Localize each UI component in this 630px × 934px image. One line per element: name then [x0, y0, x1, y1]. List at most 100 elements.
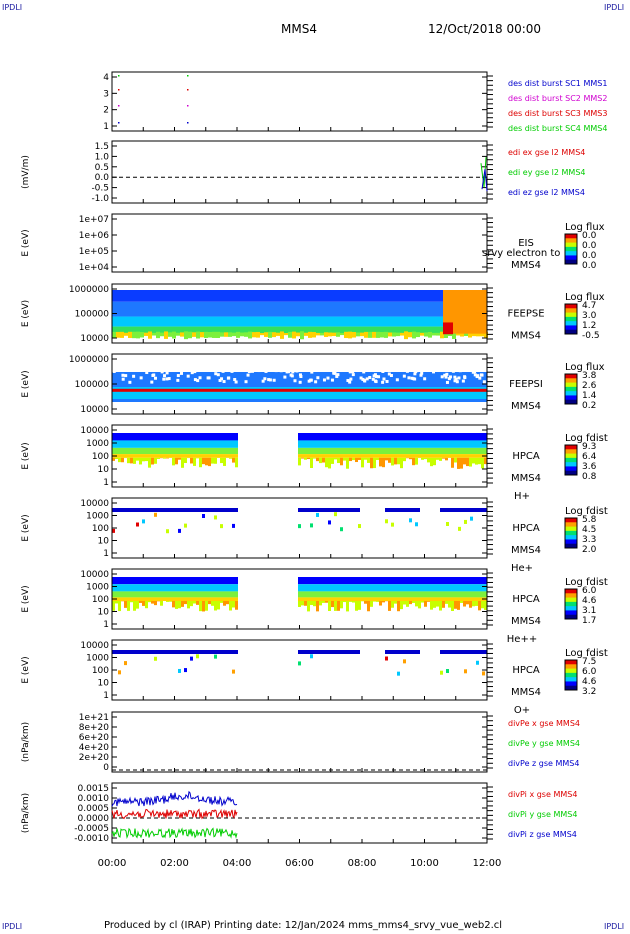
hpca-he-dot [220, 524, 223, 529]
hpca-hepp-noise [391, 601, 394, 608]
feeps-i-gap [121, 377, 125, 381]
hpca-hepp-noise [124, 601, 127, 608]
y-axis-label: E (eV) [21, 442, 31, 469]
legend-label: divPi y gse MMS4 [508, 810, 577, 819]
feeps-i-red-line [112, 388, 487, 392]
feeps-i-gap [482, 380, 486, 384]
hpca-hepp-noise [322, 601, 325, 603]
instrument-spacecraft: MMS4 [511, 616, 541, 627]
y-tick-label: 10000 [80, 334, 109, 344]
feeps-i-gap [229, 368, 233, 372]
feeps-i-gap [361, 377, 365, 381]
feeps-e-noise [396, 332, 400, 337]
feeps-e-noise [400, 332, 404, 336]
feeps-i-gap [445, 380, 449, 384]
feeps-i-gap [233, 378, 237, 382]
hpca-hepp-noise [379, 601, 382, 606]
hpca-he-band-blue [440, 508, 487, 512]
hpca-h-noise [361, 457, 364, 468]
feeps-i-gap [453, 379, 457, 383]
feeps-i-gap [336, 365, 340, 369]
legend-label: divPe y gse MMS4 [508, 739, 580, 748]
feeps-i-gap [471, 370, 475, 374]
hpca-hepp-noise [304, 601, 307, 606]
hpca-h-noise [235, 457, 238, 468]
hpca-h-noise [154, 457, 157, 464]
y-tick-label: 0.0005 [78, 804, 110, 814]
feeps-i-gap [283, 375, 287, 379]
feeps-i-gap [268, 378, 272, 382]
hpca-hepp-noise [466, 601, 469, 605]
feeps-i-gap [168, 361, 172, 365]
feeps-i-gap [356, 365, 360, 369]
feeps-i-gap [336, 360, 340, 364]
feeps-e-noise [240, 332, 244, 337]
feeps-i-gap [420, 371, 424, 375]
feeps-i-gap [298, 373, 302, 377]
feeps-i-gap [274, 369, 278, 373]
hpca-h-noise [415, 457, 418, 465]
colorbar-segment [565, 672, 577, 678]
instrument-label: FEEPSE [507, 308, 544, 319]
feeps-e-noise [364, 331, 368, 338]
hpca-hepp-noise [142, 601, 145, 606]
hpca-hepp-noise [400, 601, 403, 610]
y-tick-label: 1000000 [69, 285, 109, 295]
y-axis-label: E (eV) [21, 514, 31, 541]
feeps-i-gap [448, 364, 452, 368]
y-tick-label: 2e+20 [79, 753, 110, 763]
hpca-he-dot [464, 519, 467, 524]
colorbar-segment [565, 234, 577, 239]
hpca-he-dot [334, 512, 337, 517]
hpca-hepp-noise [235, 601, 238, 610]
y-tick-label: 1 [103, 478, 109, 488]
feeps-e-noise [416, 332, 420, 338]
edi-ez-trace [481, 169, 488, 192]
hpca-h-noise [457, 457, 460, 469]
hpca-h-noise [394, 457, 397, 465]
y-tick-label: 1 [103, 620, 109, 630]
y-tick-label: 1 [103, 122, 109, 132]
feeps-i-gap [478, 376, 482, 380]
feeps-i-gap [328, 367, 332, 371]
feeps-e-noise [172, 331, 176, 339]
feeps-e-noise [128, 331, 132, 339]
hpca-h-noise [175, 457, 178, 465]
feeps-i-gap [348, 370, 352, 374]
feeps-i-gap [419, 373, 423, 377]
feeps-i-gap [153, 376, 157, 380]
x-tick-label: 06:00 [285, 858, 314, 869]
colorbar-title: Log flux [565, 292, 605, 303]
hpca-h-band-cyan [112, 440, 238, 448]
feeps-i-gap [448, 367, 452, 371]
hpca-h-noise [334, 457, 337, 460]
y-axis-label: E (eV) [21, 585, 31, 612]
hpca-h-noise [133, 457, 136, 464]
feeps-i-gap [296, 360, 300, 364]
y-tick-label: 10 [98, 537, 110, 547]
feeps-e-noise [448, 332, 452, 336]
colorbar-tick: -0.5 [582, 331, 600, 341]
feeps-i-gap [140, 360, 144, 364]
colorbar-tick: 1.4 [582, 391, 597, 401]
colorbar-segment [565, 386, 577, 392]
feeps-i-gap [188, 367, 192, 371]
y-tick-label: 0.0 [95, 173, 110, 183]
hpca-h-noise [121, 457, 124, 463]
feeps-e-noise [360, 332, 364, 337]
hpca-o-band-blue [298, 650, 360, 654]
feeps-e-noise [180, 332, 184, 337]
hpca-hepp-noise [193, 601, 196, 604]
colorbar-segment [565, 449, 577, 455]
feeps-e-noise [412, 331, 416, 339]
hpca-he-dot [358, 524, 361, 529]
hpca-h-noise [463, 457, 466, 465]
feeps-i-gap [293, 379, 297, 383]
feeps-i-gap [232, 366, 236, 370]
feeps-i-gap [321, 361, 325, 365]
hpca-hepp-noise [445, 601, 448, 604]
feeps-i-gap [408, 362, 412, 366]
hpca-he-dot [409, 518, 412, 523]
hpca-hepp-noise [394, 601, 397, 604]
hpca-hepp-noise [220, 601, 223, 603]
